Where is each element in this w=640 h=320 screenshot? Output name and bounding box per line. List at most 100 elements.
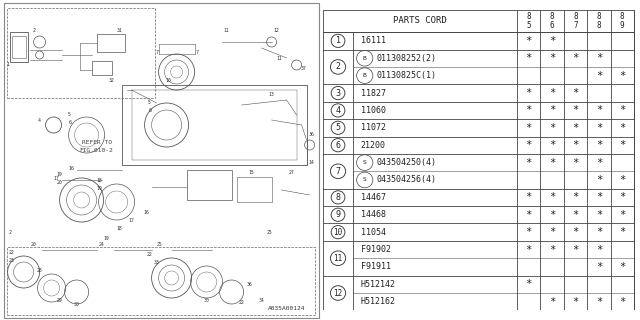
Text: *: * (525, 88, 532, 98)
Text: *: * (549, 88, 555, 98)
Bar (12, 36, 26, 58)
Text: H512162: H512162 (361, 297, 396, 306)
Text: *: * (525, 105, 532, 116)
Text: 17: 17 (129, 218, 134, 222)
Text: 2: 2 (32, 28, 35, 33)
Text: FIG.010-2: FIG.010-2 (80, 148, 113, 153)
Text: *: * (525, 157, 532, 168)
Text: *: * (525, 227, 532, 237)
Text: 10: 10 (166, 77, 172, 83)
Text: *: * (596, 192, 602, 202)
Text: 8: 8 (596, 21, 601, 30)
Text: 30: 30 (204, 298, 209, 302)
Text: *: * (619, 227, 625, 237)
Text: 27: 27 (289, 170, 294, 174)
Text: *: * (549, 36, 555, 46)
Text: 11060: 11060 (361, 106, 386, 115)
Text: 6: 6 (148, 108, 151, 113)
Text: 2: 2 (8, 229, 11, 235)
Text: *: * (549, 53, 555, 63)
Text: 29: 29 (57, 298, 63, 302)
Text: *: * (525, 36, 532, 46)
Text: 31: 31 (116, 28, 122, 33)
Text: 18: 18 (116, 226, 122, 230)
Text: 24: 24 (99, 243, 104, 247)
Text: F91902: F91902 (361, 245, 390, 254)
Text: *: * (572, 227, 579, 237)
Text: 22: 22 (239, 300, 244, 305)
Text: *: * (525, 123, 532, 133)
Text: 12: 12 (274, 28, 280, 33)
Text: *: * (572, 123, 579, 133)
Text: 36: 36 (247, 283, 252, 287)
Text: 4: 4 (38, 117, 41, 123)
Text: 15: 15 (249, 170, 255, 174)
Text: REFER TO: REFER TO (82, 140, 111, 145)
Text: 16: 16 (144, 210, 150, 214)
Text: *: * (596, 123, 602, 133)
Text: PARTS CORD: PARTS CORD (393, 16, 447, 25)
Text: 11: 11 (224, 28, 230, 33)
Text: *: * (596, 244, 602, 254)
Text: 2: 2 (335, 62, 340, 71)
Text: 043504256(4): 043504256(4) (376, 175, 436, 184)
Bar (187, 170, 232, 200)
Text: *: * (549, 244, 555, 254)
Text: S: S (363, 178, 367, 182)
Text: *: * (596, 297, 602, 307)
Text: 22: 22 (9, 250, 15, 254)
Text: *: * (525, 140, 532, 150)
Text: 11054: 11054 (361, 228, 386, 237)
Text: 8: 8 (526, 12, 531, 21)
Text: 20: 20 (31, 243, 36, 247)
Text: 17: 17 (54, 175, 60, 180)
Text: 043504250(4): 043504250(4) (376, 158, 436, 167)
Text: A035A00124: A035A00124 (268, 306, 305, 310)
Text: 16111: 16111 (361, 36, 386, 45)
Text: 14: 14 (308, 159, 314, 164)
Text: *: * (525, 244, 532, 254)
Text: 6: 6 (550, 21, 554, 30)
Text: 25: 25 (157, 243, 163, 247)
Text: 11: 11 (333, 254, 342, 263)
Text: *: * (619, 105, 625, 116)
Text: *: * (619, 175, 625, 185)
Text: 011308252(2): 011308252(2) (376, 54, 436, 63)
Text: 25: 25 (267, 229, 273, 235)
Text: 19: 19 (97, 186, 102, 190)
Bar (237, 177, 271, 202)
Text: 1: 1 (6, 62, 9, 68)
Bar (10, 32, 28, 62)
Text: 7: 7 (335, 167, 340, 176)
Text: B: B (363, 56, 367, 61)
Text: 9: 9 (620, 21, 625, 30)
Text: 8: 8 (596, 12, 601, 21)
Bar (122, 85, 307, 165)
Text: 11: 11 (276, 55, 282, 60)
Text: *: * (525, 53, 532, 63)
Text: *: * (619, 297, 625, 307)
Text: 11827: 11827 (361, 89, 386, 98)
Text: *: * (549, 105, 555, 116)
Text: 34: 34 (259, 298, 264, 302)
Text: *: * (549, 123, 555, 133)
Text: *: * (572, 105, 579, 116)
Text: 7: 7 (573, 21, 578, 30)
Text: 8: 8 (550, 12, 554, 21)
Bar (6, 247, 315, 315)
Text: *: * (619, 71, 625, 81)
Text: *: * (572, 88, 579, 98)
Text: *: * (572, 244, 579, 254)
Text: *: * (549, 297, 555, 307)
Text: 14467: 14467 (361, 193, 386, 202)
Text: *: * (572, 157, 579, 168)
Text: 8: 8 (335, 193, 340, 202)
Text: S: S (363, 160, 367, 165)
Text: 28: 28 (36, 268, 42, 273)
Text: 22: 22 (147, 252, 152, 258)
Text: 7: 7 (155, 50, 158, 54)
Text: 8: 8 (573, 12, 578, 21)
Text: *: * (596, 210, 602, 220)
Text: *: * (572, 140, 579, 150)
Text: 14468: 14468 (361, 210, 386, 219)
